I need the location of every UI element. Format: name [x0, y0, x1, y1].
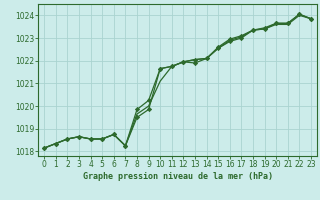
X-axis label: Graphe pression niveau de la mer (hPa): Graphe pression niveau de la mer (hPa)	[83, 172, 273, 181]
